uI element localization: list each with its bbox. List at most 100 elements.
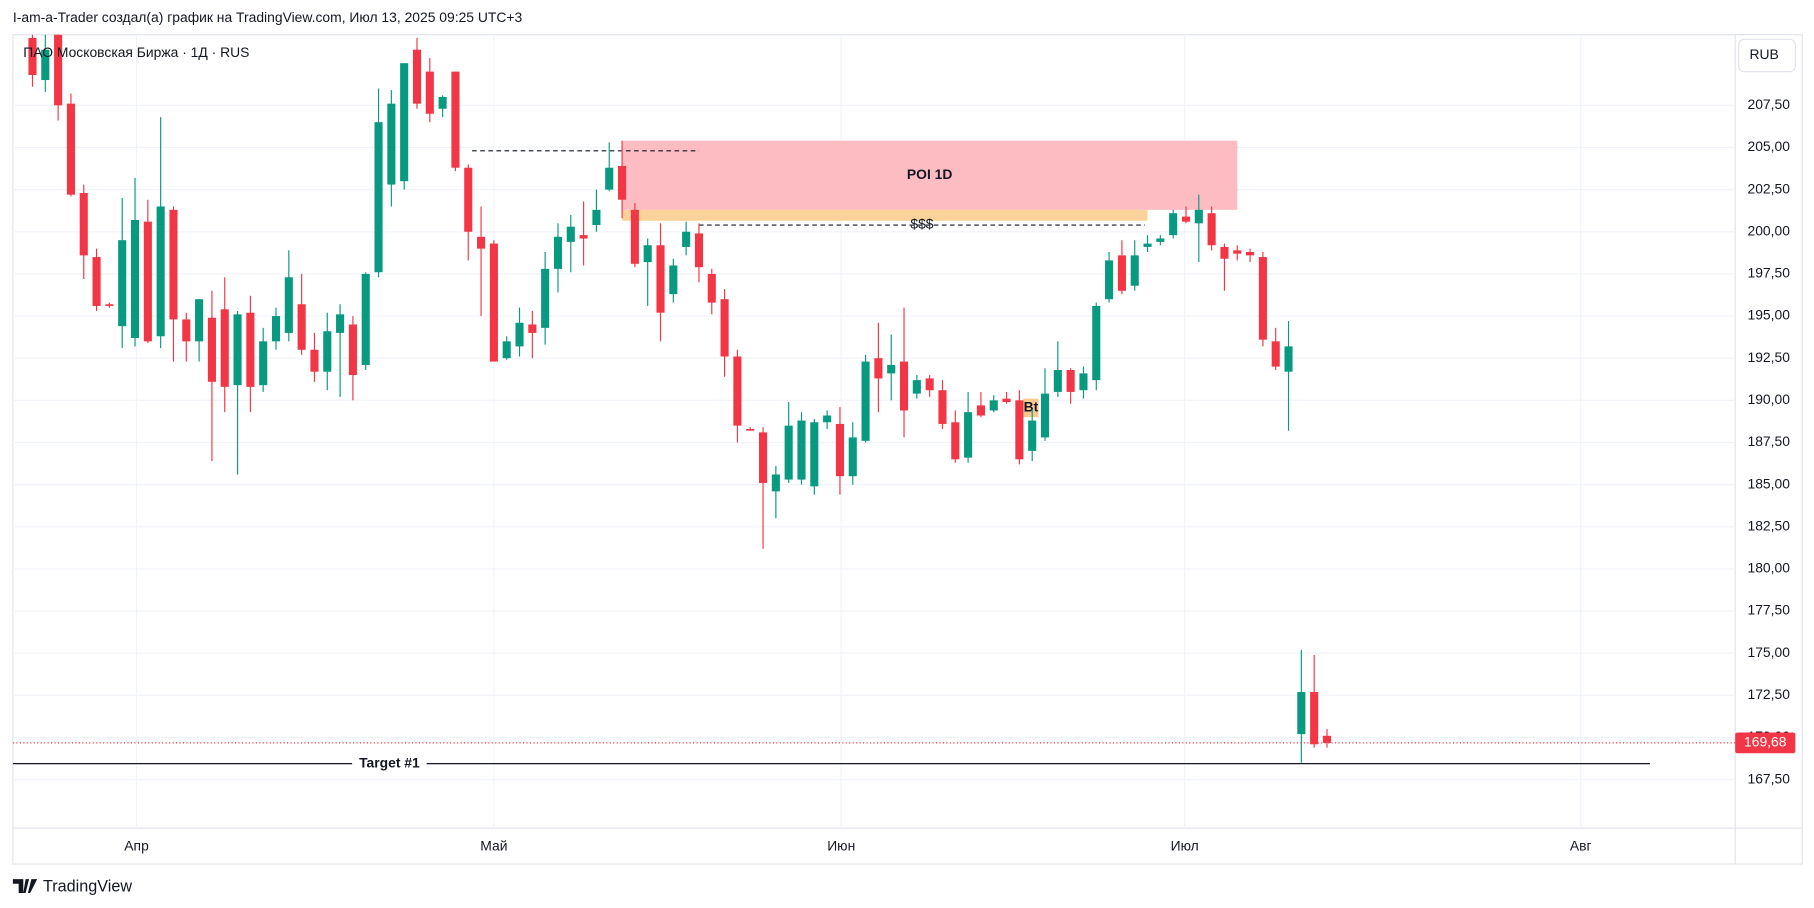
y-tick-label: 182,50 <box>1748 517 1791 533</box>
candle-body <box>182 319 191 342</box>
candle-body <box>1117 255 1126 291</box>
candle-body <box>323 331 332 372</box>
x-tick-label: Апр <box>124 837 149 853</box>
candle-body <box>66 103 75 195</box>
candle-body <box>951 422 960 460</box>
candle-body <box>1246 251 1255 256</box>
candle-body <box>515 322 524 347</box>
candle-body <box>1258 257 1267 340</box>
candle-body <box>451 71 460 168</box>
candle-body <box>310 349 319 372</box>
candle-body <box>1297 691 1306 735</box>
candle-body <box>541 268 550 328</box>
candle-body <box>874 358 883 379</box>
candle-body <box>143 221 152 342</box>
candle-body <box>348 324 357 376</box>
candle-body <box>707 273 716 303</box>
candle-body <box>336 314 345 333</box>
zone-label: Bt <box>1024 399 1039 415</box>
candle-body <box>54 34 63 106</box>
candle-body <box>1220 246 1229 259</box>
candle-body <box>92 257 101 306</box>
logo-icon <box>12 879 38 893</box>
candle-body <box>220 309 229 387</box>
annotations: POI 1D Bt $$$ Target #1 <box>12 140 1650 773</box>
candle-body <box>1002 398 1011 403</box>
last-price-tag <box>1735 732 1796 754</box>
y-tick-label: 200,00 <box>1748 222 1791 238</box>
candle-body <box>400 63 409 182</box>
candle-body <box>810 422 819 487</box>
candle-body <box>566 226 575 242</box>
zone-label: POI 1D <box>907 166 952 182</box>
x-tick-label: Июл <box>1171 837 1199 853</box>
candle-body <box>1322 735 1332 743</box>
candle-body <box>1053 369 1062 392</box>
axes: 167,50170,00172,50175,00177,50180,00182,… <box>124 96 1796 853</box>
candle-body <box>1156 238 1165 242</box>
y-tick-label: 195,00 <box>1748 307 1791 323</box>
candle-body <box>1271 341 1280 367</box>
candle-body <box>835 423 844 477</box>
y-tick-label: 192,50 <box>1748 349 1791 365</box>
x-tick-label: Авг <box>1570 837 1592 853</box>
candle-body <box>502 341 511 359</box>
candle-body <box>528 324 537 333</box>
candle-body <box>656 245 665 313</box>
candle-body <box>1028 420 1037 451</box>
candle-body <box>425 71 434 114</box>
candle-body <box>1015 400 1024 460</box>
candle-body <box>1169 213 1178 236</box>
candle-body <box>784 425 793 480</box>
candle-body <box>861 361 870 441</box>
y-tick-label: 197,50 <box>1748 265 1791 281</box>
candle-body <box>733 356 742 426</box>
candle-body <box>964 412 973 458</box>
candle-body <box>758 432 768 483</box>
candle-body <box>1079 373 1088 391</box>
brand-name: TradingView <box>43 877 132 895</box>
y-tick-label: 177,50 <box>1748 602 1791 618</box>
y-tick-label: 172,50 <box>1748 686 1791 702</box>
label-background <box>352 754 427 773</box>
plot-area: POI 1D Bt $$$ Target #1 <box>12 34 1736 773</box>
candle-body <box>579 235 588 239</box>
candle-body <box>233 314 242 386</box>
candle-body <box>682 231 691 247</box>
zone-box <box>622 140 1238 210</box>
x-tick-label: Июн <box>827 837 855 853</box>
candle-body <box>195 299 204 342</box>
candle-body <box>1233 250 1242 254</box>
candle-body <box>271 316 281 342</box>
y-tick-label: 190,00 <box>1748 391 1791 407</box>
candle-body <box>887 364 896 374</box>
candle-body <box>1207 213 1216 246</box>
candle-body <box>592 209 601 226</box>
candle-body <box>1181 216 1191 222</box>
zone-box <box>622 209 1148 221</box>
credit: I-am-a-Trader создал(а) график на Tradin… <box>13 9 523 25</box>
candle-body <box>720 299 729 357</box>
y-tick-label: 185,00 <box>1748 475 1791 491</box>
candle-body <box>823 415 832 423</box>
currency-label: RUB <box>1749 46 1778 62</box>
y-tick-label: 180,00 <box>1748 560 1791 576</box>
candle-body <box>118 240 127 327</box>
candle-body <box>1092 305 1101 381</box>
brand-logo: TradingView <box>12 877 132 895</box>
candle-body <box>464 167 473 232</box>
candle-body <box>643 245 652 263</box>
candle-body <box>207 317 216 382</box>
level-label: $$$ <box>910 216 933 232</box>
candle-body <box>284 277 293 333</box>
candle-body <box>130 219 140 338</box>
candle-body <box>259 341 268 386</box>
candle-body <box>1143 243 1152 247</box>
last-price-label: 169,68 <box>1744 734 1787 750</box>
x-tick-label: Май <box>480 837 507 853</box>
currency-button[interactable] <box>1738 38 1796 73</box>
y-tick-label: 205,00 <box>1748 138 1791 154</box>
candle-body <box>156 206 165 337</box>
candle-body <box>618 166 627 200</box>
